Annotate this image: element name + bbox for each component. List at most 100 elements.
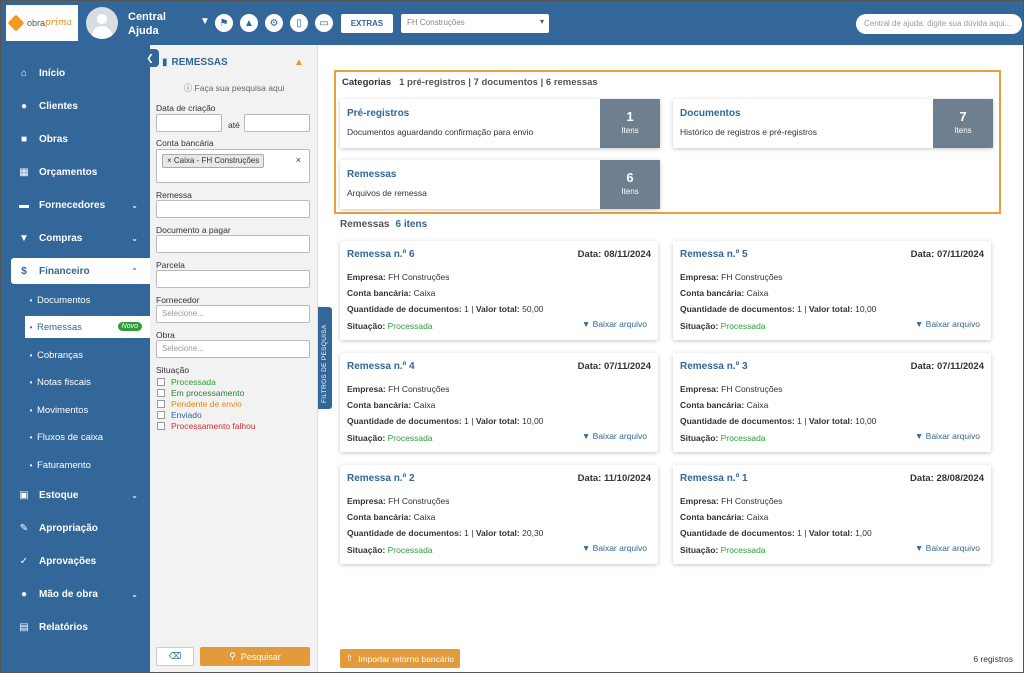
filter-tab-label: FILTROS DE PESQUISA: [321, 324, 328, 403]
obra-label: Obra: [156, 330, 175, 340]
search-button[interactable]: ⚲ Pesquisar: [200, 647, 310, 666]
created-date-to-input[interactable]: [244, 114, 310, 132]
nav-item-mao-de-obra[interactable]: ● Mão de obra ⌄: [11, 581, 150, 607]
bank-account-tag[interactable]: × Caixa - FH Construções: [162, 154, 265, 168]
download-file-link[interactable]: ▼ Baixar arquivo: [915, 431, 980, 441]
user-name[interactable]: Central Ajuda: [128, 11, 166, 37]
conta-label: Conta bancária:: [347, 400, 412, 410]
eraser-icon: ⌫: [168, 651, 182, 661]
total-label: Valor total:: [808, 528, 853, 538]
sub-item-remessas[interactable]: • Remessas Novo: [25, 316, 150, 338]
sub-item-notas-fiscais[interactable]: • Notas fiscais: [25, 371, 150, 393]
remessa-title[interactable]: Remessa n.º 5: [680, 249, 748, 260]
filter-tab[interactable]: FILTROS DE PESQUISA: [318, 307, 332, 409]
logo[interactable]: obra prima: [6, 5, 78, 41]
parcela-input[interactable]: [156, 270, 310, 288]
situacao-label: Situação:: [347, 433, 386, 443]
checkbox-box[interactable]: [157, 400, 165, 408]
remessa-title[interactable]: Remessa n.º 6: [347, 249, 415, 260]
checkbox-box[interactable]: [157, 378, 165, 386]
checkbox-processamento-falhou[interactable]: Processamento falhou: [157, 421, 256, 431]
company-select[interactable]: FH Construções ▾: [401, 14, 549, 33]
remessa-card[interactable]: Remessa n.º 1 Data: 28/08/2024 Empresa: FH…: [673, 465, 991, 564]
clear-icon[interactable]: ×: [295, 155, 301, 165]
chevron-down-icon[interactable]: ▼: [200, 16, 210, 27]
nav-item-fornecedores[interactable]: ▬ Fornecedores ⌄: [11, 192, 150, 218]
help-search-input[interactable]: Central de ajuda: digite sua dúvida aqui…: [856, 14, 1022, 34]
sub-item-fluxos-de-caixa[interactable]: • Fluxos de caixa: [25, 426, 150, 448]
download-file-link[interactable]: ▼ Baixar arquivo: [582, 431, 647, 441]
mobile-icon[interactable]: ▯: [290, 14, 308, 32]
gear-icon[interactable]: ⚙: [265, 14, 283, 32]
checkbox-box[interactable]: [157, 389, 165, 397]
checkbox-enviado[interactable]: Enviado: [157, 410, 202, 420]
remessa-title[interactable]: Remessa n.º 1: [680, 473, 748, 484]
sub-item-faturamento[interactable]: • Faturamento: [25, 454, 150, 476]
collapse-sidebar-button[interactable]: ❮: [141, 49, 159, 67]
sub-item-cobrancas[interactable]: • Cobranças: [25, 344, 150, 366]
monitor-icon[interactable]: ▭: [315, 14, 333, 32]
nav-item-clientes[interactable]: ● Clientes: [11, 93, 150, 119]
download-label: Baixar arquivo: [925, 543, 980, 553]
document-input[interactable]: [156, 235, 310, 253]
sub-item-movimentos[interactable]: • Movimentos: [25, 399, 150, 421]
sub-item-documentos[interactable]: • Documentos: [25, 289, 150, 311]
remessa-card[interactable]: Remessa n.º 6 Data: 08/11/2024 Empresa: FH…: [340, 241, 658, 340]
remessa-card[interactable]: Remessa n.º 5 Data: 07/11/2024 Empresa: FH…: [673, 241, 991, 340]
remessa-title[interactable]: Remessa n.º 2: [347, 473, 415, 484]
avatar[interactable]: [86, 7, 118, 39]
nav-item-compras[interactable]: ▼ Compras ⌄: [11, 225, 150, 251]
filter-title-text: REMESSAS: [171, 57, 228, 68]
remessa-empresa: Empresa: FH Construções: [347, 496, 450, 506]
remessa-qtd-total: Quantidade de documentos: 1 | Valor tota…: [680, 416, 877, 426]
nav-item-estoque[interactable]: ▣ Estoque ⌄: [11, 482, 150, 508]
nav-item-inicio[interactable]: ⌂ Início: [11, 60, 150, 86]
situacao-label: Situação:: [680, 545, 719, 555]
graduation-cap-icon[interactable]: ▲: [240, 14, 258, 32]
bullet-icon: •: [29, 377, 33, 387]
graduation-cap-icon[interactable]: ▲: [294, 57, 304, 68]
extras-button[interactable]: EXTRAS: [341, 14, 393, 33]
checkbox-processada[interactable]: Processada: [157, 377, 216, 387]
download-file-link[interactable]: ▼ Baixar arquivo: [915, 543, 980, 553]
empresa-value: FH Construções: [388, 384, 450, 394]
created-date-from-input[interactable]: [156, 114, 222, 132]
fornecedor-select[interactable]: Selecione...: [156, 305, 310, 323]
flag-icon[interactable]: ⚑: [215, 14, 233, 32]
remessa-qtd-total: Quantidade de documentos: 1 | Valor tota…: [680, 528, 872, 538]
nav-item-aprovacoes[interactable]: ✓ Aprovações: [11, 548, 150, 574]
remessa-card[interactable]: Remessa n.º 4 Data: 07/11/2024 Empresa: FH…: [340, 353, 658, 452]
remessa-card[interactable]: Remessa n.º 3 Data: 07/11/2024 Empresa: FH…: [673, 353, 991, 452]
remessa-input[interactable]: [156, 200, 310, 218]
caret-down-icon: ▾: [539, 17, 544, 26]
remessa-card[interactable]: Remessa n.º 2 Data: 11/10/2024 Empresa: FH…: [340, 465, 658, 564]
obra-select[interactable]: Selecione...: [156, 340, 310, 358]
building-icon: ■: [20, 133, 28, 145]
category-card-pre-registros[interactable]: Pré-registros Documentos aguardando conf…: [340, 99, 660, 148]
category-card-remessas[interactable]: Remessas Arquivos de remessa 6 Itens: [340, 160, 660, 209]
nav-item-orcamentos[interactable]: ▦ Orçamentos: [11, 159, 150, 185]
nav-label: Compras: [39, 232, 83, 244]
download-file-link[interactable]: ▼ Baixar arquivo: [582, 543, 647, 553]
nav-label: Mão de obra: [39, 588, 98, 600]
empresa-value: FH Construções: [388, 272, 450, 282]
checkbox-box[interactable]: [157, 411, 165, 419]
clear-filters-button[interactable]: ⌫: [156, 647, 194, 666]
nav-item-relatorios[interactable]: ▤ Relatórios: [11, 614, 150, 640]
nav-item-obras[interactable]: ■ Obras: [11, 126, 150, 152]
remessa-title[interactable]: Remessa n.º 3: [680, 361, 748, 372]
checkbox-pendente-de-envio[interactable]: Pendente de envio: [157, 399, 242, 409]
bank-account-select[interactable]: × Caixa - FH Construções ×: [156, 149, 310, 183]
category-card-documentos[interactable]: Documentos Histórico de registros e pré-…: [673, 99, 993, 148]
download-file-link[interactable]: ▼ Baixar arquivo: [582, 319, 647, 329]
nav-item-financeiro[interactable]: $ Financeiro ⌃: [11, 258, 150, 284]
remessa-title[interactable]: Remessa n.º 4: [347, 361, 415, 372]
checkbox-em-processamento[interactable]: Em processamento: [157, 388, 244, 398]
import-bank-return-button[interactable]: ⇧ Importar retorno bancário: [340, 649, 460, 668]
nav-item-apropriacao[interactable]: ✎ Apropriação: [11, 515, 150, 541]
logo-mark-icon: [7, 14, 25, 32]
download-file-link[interactable]: ▼ Baixar arquivo: [915, 319, 980, 329]
file-download-icon: ▼: [581, 431, 593, 441]
checkbox-box[interactable]: [157, 422, 165, 430]
total-value: 20,30: [522, 528, 544, 538]
